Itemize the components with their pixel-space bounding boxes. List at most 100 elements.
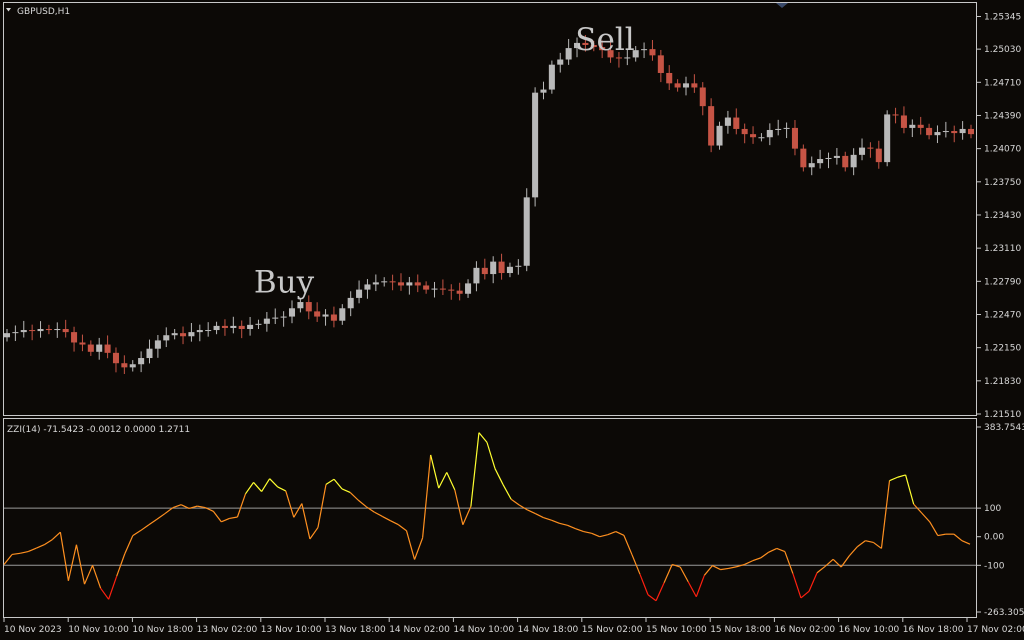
candle-body [104,344,111,353]
shift-marker-icon[interactable] [776,3,788,8]
indicator-segment [148,518,158,526]
candle-body [565,48,572,60]
indicator-segment [961,540,971,545]
time-tick-label: 13 Nov 18:00 [325,625,386,635]
time-tick-label: 17 Nov 02:00 [967,625,1024,635]
candle-body [724,117,731,126]
candle-body [674,83,681,88]
indicator-segment [341,488,351,493]
candle-body [364,284,371,290]
buy-annotation: Buy [254,264,315,300]
indicator-segment [43,539,53,546]
price-tick-label: 1.22790 [984,277,1021,287]
candle-body [397,282,405,286]
candle-body [423,285,430,290]
candle-body [523,197,530,266]
candle-body [624,57,631,59]
indicator-segment [11,552,21,556]
indicator-segment [108,575,118,600]
indicator-segment [792,573,802,599]
candle-body [817,159,824,164]
indicator-segment [840,555,850,568]
indicator-segment [3,554,13,565]
time-tick-label: 16 Nov 10:00 [839,625,900,635]
candle-body [372,282,379,285]
candle-body [12,332,19,334]
indicator-tick-label: 383.7543 [984,423,1024,433]
indicator-segment [583,530,592,534]
menu-triangle-icon[interactable] [6,8,11,12]
price-tick-label: 1.24390 [984,111,1021,121]
candle-body [926,127,933,136]
indicator-segment [229,516,238,520]
indicator-segment [502,484,512,500]
candle-body [406,282,413,286]
price-tick-label: 1.22150 [984,344,1021,354]
candle-body [909,124,916,128]
indicator-tick-label: -263.3058 [984,608,1024,618]
indicator-segment [236,493,247,518]
indicator-segment [438,472,448,489]
indicator-segment [188,505,198,509]
candle-body [641,49,648,51]
indicator-segment [204,507,214,512]
indicator-segment [91,565,102,589]
time-tick-label: 10 Nov 18:00 [132,625,193,635]
indicator-segment [655,582,665,602]
candle-body [79,342,86,345]
candle-body [330,314,337,321]
candle-body [506,266,513,274]
candle-body [884,114,891,163]
indicator-axis: 383.7543 100 0.00 -100 -263.3058 [977,423,1024,618]
candle-body [314,311,321,317]
price-panel-frame [3,2,977,416]
indicator-segment [221,517,230,523]
candle-body [347,297,354,309]
indicator-segment [953,533,963,542]
price-panel: 1.25345 1.25030 1.24710 1.24390 1.24070 1.237… [3,2,1021,420]
candle-body [96,344,103,352]
indicator-segment [285,490,295,518]
candle-body [515,265,522,267]
indicator-segment [631,554,641,575]
indicator-segment [800,590,810,599]
indicator-segment [180,504,190,509]
indicator-segment [647,594,657,602]
candle-body [3,333,11,338]
time-tick-label: 13 Nov 10:00 [261,625,322,635]
indicator-segment [83,565,94,585]
candle-body [607,50,614,58]
indicator-segment [301,503,311,540]
candle-body [900,115,907,128]
indicator-segment [212,510,222,523]
candle-body [573,42,581,49]
candle-body [859,147,866,155]
candle-body [221,325,228,328]
candle-body [163,335,170,341]
price-tick-label: 1.23110 [984,244,1021,254]
candle-body [892,114,899,116]
candle-body [481,267,488,275]
candle-body [431,288,438,290]
indicator-segment [728,566,737,570]
indicator-segment [374,511,383,517]
indicator-segment [164,507,174,515]
indicator-segment [405,530,416,560]
indicator-segment [921,512,931,523]
candle-body [87,344,94,352]
indicator-segment [720,567,729,571]
indicator-segment [59,532,69,581]
candle-body [657,55,664,73]
candle-body [942,131,949,133]
indicator-segment [913,503,923,514]
candle-body [255,323,262,325]
candle-body [708,106,715,146]
indicator-segment [19,550,29,554]
indicator-segment [744,560,753,565]
indicator-segment [172,504,182,509]
candle-body [632,50,639,58]
indicator-segment [357,499,367,508]
price-axis: 1.25345 1.25030 1.24710 1.24390 1.24070 1.237… [977,12,1021,420]
indicator-tick-label: 0.00 [984,533,1004,543]
candle-body [842,155,849,168]
